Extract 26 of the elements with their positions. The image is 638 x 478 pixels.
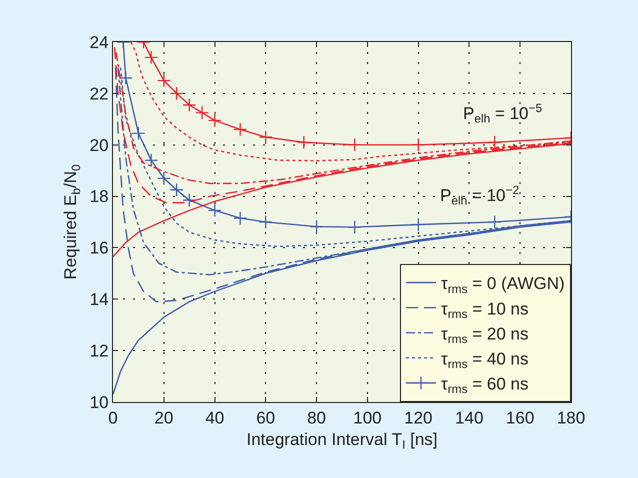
x-tick-label: 80 (307, 408, 326, 428)
x-tick-label: 180 (556, 408, 586, 428)
y-tick-label: 20 (90, 136, 109, 155)
x-tick-label: 100 (353, 408, 382, 428)
annotation: P$_{elh}$ = 10$^{−5}$ (463, 101, 542, 126)
x-tick-label: 140 (455, 408, 484, 428)
y-tick-label: 12 (90, 342, 109, 361)
annotation: P$_{elh}$ = 10$^{−2}$ (440, 183, 520, 208)
x-axis-title: Integration Interval T$_{I}$ [ns] (246, 430, 438, 452)
y-tick-label: 16 (90, 238, 109, 258)
x-tick-label: 60 (256, 408, 276, 428)
legend-label: τ$_{rms}$ = 40 ns (441, 349, 528, 372)
x-tick-label: 20 (154, 408, 174, 428)
x-tick-label: 160 (506, 408, 534, 428)
y-tick-label: 10 (90, 392, 109, 412)
y-tick-label: 14 (90, 290, 109, 310)
legend-label: τ$_{rms}$ = 0 (AWGN) (441, 274, 565, 296)
x-tick-label: 0 (108, 408, 118, 428)
y-tick-label: 24 (90, 32, 109, 52)
x-tick-label: 40 (205, 408, 224, 428)
legend-label: τ$_{rms}$ = 10 ns (441, 299, 528, 321)
legend-label: τ$_{rms}$ = 20 ns (441, 324, 528, 346)
y-tick-label: 18 (90, 187, 109, 206)
legend-label: τ$_{rms}$ = 60 ns (441, 374, 528, 396)
y-tick-label: 22 (90, 84, 109, 104)
x-tick-label: 120 (404, 408, 433, 428)
